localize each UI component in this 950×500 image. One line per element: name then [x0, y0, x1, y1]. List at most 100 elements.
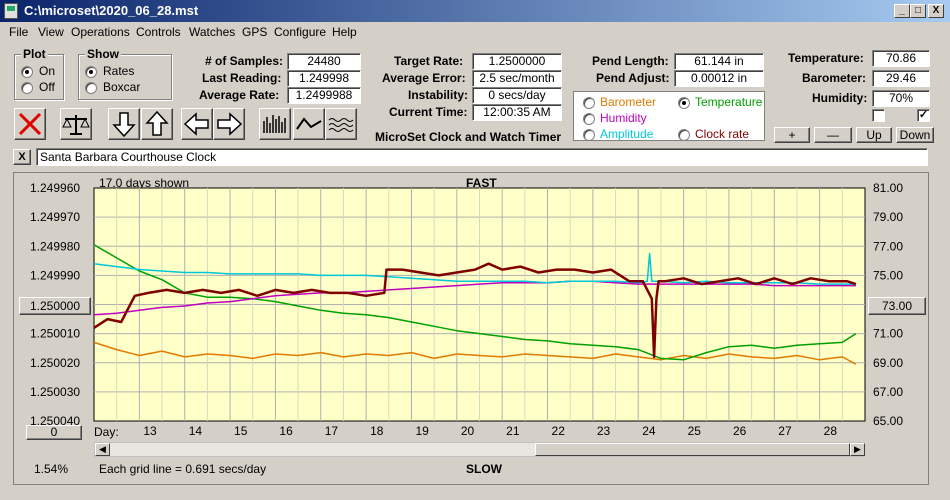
arrow-down-icon: [112, 112, 136, 138]
scale-up-button[interactable]: Up: [856, 127, 892, 143]
scroll-thumb[interactable]: [535, 443, 850, 456]
menu-file[interactable]: File: [9, 25, 29, 39]
line-view-button[interactable]: [293, 108, 325, 140]
clock-name-field[interactable]: Santa Barbara Courthouse Clock: [36, 148, 928, 166]
humidity-field[interactable]: 70%: [872, 90, 930, 107]
window-title: C:\microset\2020_06_28.mst: [24, 3, 199, 18]
wave-view-button[interactable]: [325, 108, 357, 140]
pend-adjust-label: Pend Adjust:: [596, 71, 670, 85]
app-icon[interactable]: [4, 3, 18, 19]
plot-group-title: Plot: [21, 47, 48, 61]
clear-name-button[interactable]: X: [13, 149, 31, 165]
pend-adjust-field[interactable]: 0.00012 in: [674, 70, 764, 87]
clock-rate-radio[interactable]: [678, 129, 690, 141]
show-rates-radio[interactable]: [85, 66, 97, 78]
x-tick: 23: [597, 424, 611, 438]
close-button[interactable]: X: [928, 4, 944, 18]
scale-minus-button[interactable]: —: [814, 127, 852, 143]
last-reading-label: Last Reading:: [202, 71, 282, 85]
menu-help[interactable]: Help: [332, 25, 357, 39]
up-button[interactable]: [141, 108, 173, 140]
down-button[interactable]: [108, 108, 140, 140]
arrow-right-icon: [217, 112, 243, 136]
last-reading-field[interactable]: 1.249998: [287, 70, 361, 87]
x-tick: 27: [778, 424, 792, 438]
maximize-button[interactable]: □: [910, 4, 926, 18]
x-tick: 16: [279, 424, 293, 438]
pend-length-field[interactable]: 61.144 in: [674, 53, 764, 70]
horizontal-scrollbar[interactable]: ◀ ▶: [94, 442, 865, 457]
fast-label: FAST: [466, 176, 497, 190]
menu-controls[interactable]: Controls: [136, 25, 181, 39]
minimize-button[interactable]: _: [894, 4, 910, 18]
left-button[interactable]: [181, 108, 213, 140]
plot-on-label: On: [39, 64, 56, 78]
scale-plus-button[interactable]: +: [774, 127, 810, 143]
x-tick: 14: [189, 424, 203, 438]
title-bar[interactable]: C:\microset\2020_06_28.mst _ □ X: [0, 0, 950, 22]
y-left-tick: 1.250020: [30, 356, 80, 370]
x-tick: 28: [824, 424, 838, 438]
temperature-field[interactable]: 70.86: [872, 50, 930, 67]
menu-view[interactable]: View: [38, 25, 64, 39]
day-label: Day:: [94, 425, 119, 439]
scale-down-button[interactable]: Down: [896, 127, 934, 143]
temperature-series-line: [93, 244, 857, 361]
y-left-tick: 1.250040: [30, 414, 80, 428]
scroll-left-icon[interactable]: ◀: [95, 443, 110, 456]
clock-rate-series-line: [93, 262, 857, 359]
average-rate-label: Average Rate:: [199, 88, 280, 102]
amplitude-radio[interactable]: [583, 129, 595, 141]
menu-gps[interactable]: GPS: [242, 25, 268, 39]
humidity-radio[interactable]: [583, 113, 595, 125]
plot-off-label: Off: [39, 80, 55, 94]
app-name-label: MicroSet Clock and Watch Timer: [375, 130, 562, 144]
average-error-field[interactable]: 2.5 sec/month: [472, 70, 562, 87]
amplitude-option: Amplitude: [600, 127, 654, 141]
arrow-up-icon: [145, 110, 169, 136]
y-right-tick: 69.00: [873, 356, 903, 370]
right-button[interactable]: [213, 108, 245, 140]
temp-center-button[interactable]: 73.00: [868, 297, 926, 315]
plot-on-radio[interactable]: [21, 66, 33, 78]
barometer-field[interactable]: 29.46: [872, 70, 930, 87]
balance-button[interactable]: [60, 108, 92, 140]
target-rate-label: Target Rate:: [394, 54, 464, 68]
red-x-icon: [18, 112, 42, 136]
scroll-right-icon[interactable]: ▶: [850, 443, 865, 456]
current-time-label: Current Time:: [389, 105, 468, 119]
average-rate-field[interactable]: 1.2499988: [287, 87, 361, 104]
stop-button[interactable]: [14, 108, 46, 140]
menu-watches[interactable]: Watches: [189, 25, 236, 39]
bars-icon: [263, 115, 286, 133]
y-left-tick: 1.250030: [30, 385, 80, 399]
plot-group: Plot On Off: [14, 47, 64, 100]
samples-label: # of Samples:: [205, 54, 284, 68]
instability-field[interactable]: 0 secs/day: [472, 87, 562, 104]
percent-label: 1.54%: [34, 462, 69, 476]
barometer-label: Barometer:: [802, 71, 867, 85]
y-left-tick: 1.249960: [30, 181, 80, 195]
plot-off-radio[interactable]: [21, 82, 33, 94]
menu-operations[interactable]: Operations: [71, 25, 130, 39]
right-checkbox[interactable]: ✓: [917, 109, 930, 122]
show-rates-label: Rates: [103, 64, 135, 78]
amplitude-series-line: [93, 252, 856, 285]
left-checkbox[interactable]: [872, 109, 885, 122]
x-tick: 24: [642, 424, 656, 438]
humidity-series-line: [93, 280, 856, 316]
y-right-tick: 65.00: [873, 414, 903, 428]
bar-view-button[interactable]: [259, 108, 291, 140]
pend-length-label: Pend Length:: [592, 54, 669, 68]
rate-center-button[interactable]: 1.250000: [19, 297, 91, 315]
samples-field[interactable]: 24480: [287, 53, 361, 70]
target-rate-field[interactable]: 1.2500000: [472, 53, 562, 70]
show-boxcar-radio[interactable]: [85, 82, 97, 94]
wave-icon: [328, 118, 354, 132]
zero-button[interactable]: 0: [26, 425, 82, 440]
current-time-field[interactable]: 12:00:35 AM: [472, 104, 562, 121]
barometer-radio[interactable]: [583, 97, 595, 109]
temperature-radio[interactable]: [678, 97, 690, 109]
menu-bar: File View Operations Controls Watches GP…: [0, 22, 950, 42]
menu-configure[interactable]: Configure: [274, 25, 327, 39]
